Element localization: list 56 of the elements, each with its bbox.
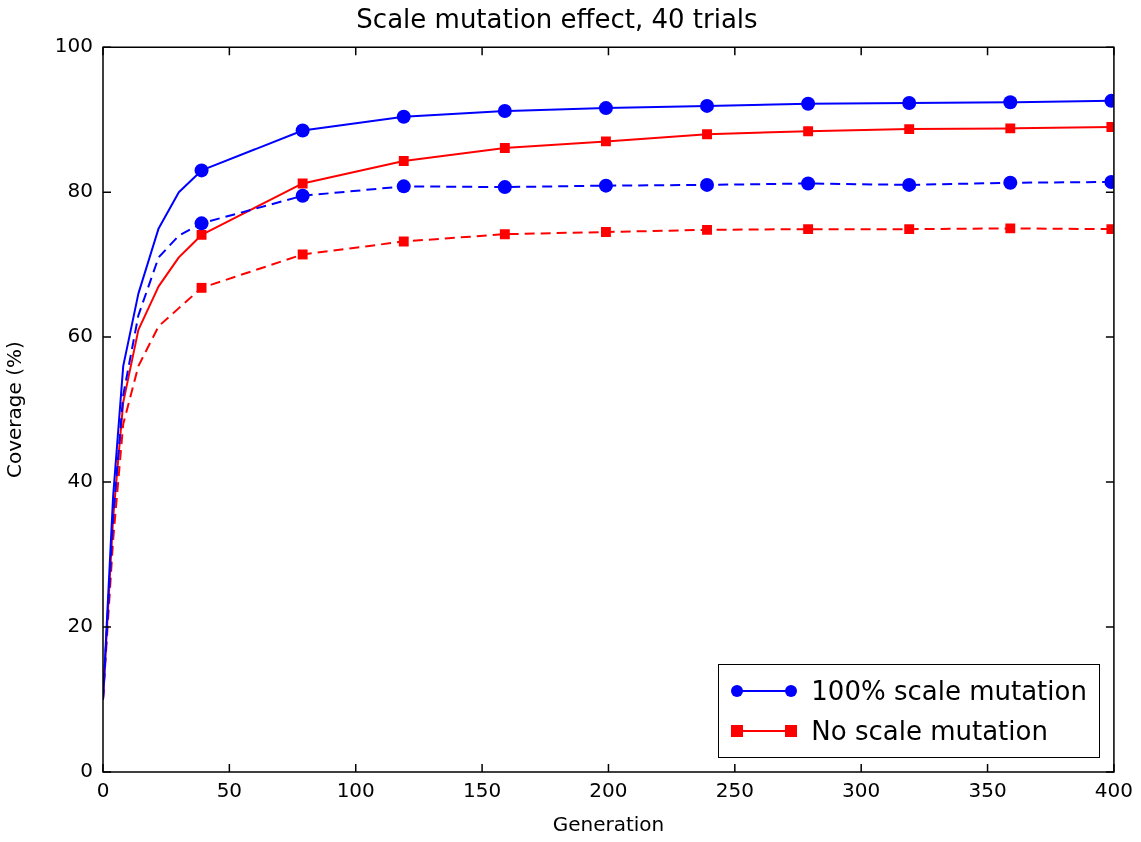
point [398, 236, 409, 247]
point [497, 103, 512, 118]
point [295, 188, 310, 203]
point [902, 96, 917, 111]
point [497, 180, 512, 195]
point [194, 216, 209, 231]
x-tick-label: 150 [463, 778, 502, 803]
x-tick-label: 350 [968, 778, 1007, 803]
point [1005, 223, 1016, 234]
point [801, 96, 816, 111]
point [700, 98, 715, 113]
y-tick-label: 0 [80, 758, 93, 783]
legend-label: No scale mutation [811, 715, 1048, 748]
point [297, 249, 308, 260]
point [297, 178, 308, 189]
point [801, 176, 816, 191]
point [803, 126, 814, 137]
y-tick-label: 40 [67, 468, 93, 493]
point [396, 109, 411, 124]
point [1003, 95, 1018, 110]
point [499, 229, 510, 240]
x-tick-label: 250 [715, 778, 754, 803]
y-tick-label: 80 [67, 178, 93, 203]
y-axis-title: Coverage (%) [2, 341, 27, 478]
point [803, 224, 814, 235]
point [700, 177, 715, 192]
point [499, 143, 510, 153]
point [196, 229, 207, 240]
x-tick-label: 50 [216, 778, 243, 803]
point [1005, 123, 1016, 134]
x-tick-label: 400 [1094, 778, 1134, 803]
point [196, 282, 207, 293]
x-tick-label: 100 [336, 778, 375, 803]
point [702, 129, 712, 140]
point [702, 224, 712, 235]
point [904, 124, 915, 135]
point [598, 101, 613, 116]
y-tick-label: 60 [67, 323, 93, 348]
point [194, 163, 209, 178]
legend-label: 100% scale mutation [811, 675, 1087, 708]
point [600, 227, 611, 237]
point [600, 136, 611, 147]
x-axis-title: Generation [552, 812, 665, 837]
point [598, 178, 613, 193]
point [295, 123, 310, 138]
x-tick-label: 300 [842, 778, 881, 803]
point [398, 156, 409, 166]
y-tick-label: 20 [67, 613, 93, 638]
point [396, 179, 411, 194]
x-tick-label: 200 [589, 778, 628, 803]
point [904, 224, 915, 235]
point [1003, 175, 1018, 190]
chart-title: Scale mutation effect, 40 trials [356, 4, 758, 35]
point [902, 177, 917, 192]
y-tick-label: 100 [54, 33, 93, 58]
x-tick-label: 0 [96, 778, 110, 803]
